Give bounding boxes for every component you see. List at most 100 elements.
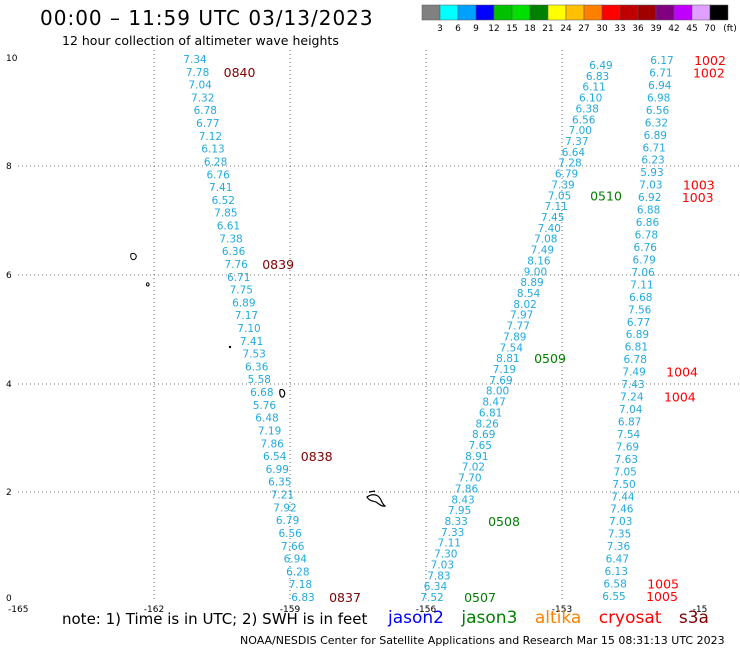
wave-height-value: 6.34 xyxy=(424,581,448,593)
color-scale-label: 24 xyxy=(560,24,572,34)
color-swatch xyxy=(673,4,693,21)
wave-height-value: 7.24 xyxy=(620,392,644,404)
color-swatch xyxy=(583,4,603,21)
color-scale-label: 33 xyxy=(614,24,625,34)
color-scale-label: 39 xyxy=(650,24,662,34)
wave-height-value: 6.64 xyxy=(562,147,586,159)
wave-height-value: 7.38 xyxy=(219,233,242,245)
coastline-islands xyxy=(130,253,387,507)
wave-height-value: 7.53 xyxy=(242,349,265,361)
wave-height-value: 6.79 xyxy=(632,254,655,266)
wave-height-value: 8.00 xyxy=(486,386,509,398)
map-grid xyxy=(18,50,740,600)
wave-height-value: 6.71 xyxy=(649,67,672,79)
wave-height-value: 6.78 xyxy=(624,354,647,366)
wave-height-value: 7.92 xyxy=(273,502,296,514)
wave-height-value: 7.49 xyxy=(531,245,554,257)
wave-height-value: 6.68 xyxy=(250,387,273,399)
wave-height-value: 8.16 xyxy=(527,255,551,267)
wave-height-value: 8.02 xyxy=(513,299,536,311)
wave-height-value: 7.19 xyxy=(493,364,516,376)
wave-height-value: 7.95 xyxy=(448,505,471,517)
pass-time-label: 1003 xyxy=(682,190,714,205)
wave-height-value: 5.76 xyxy=(253,400,277,412)
color-swatch xyxy=(637,4,657,21)
wave-height-value: 7.04 xyxy=(619,404,643,416)
color-scale-label: 36 xyxy=(632,24,644,34)
x-tick-label: -165 xyxy=(8,605,28,615)
wave-height-value: 7.63 xyxy=(615,454,638,466)
island-shape xyxy=(366,490,387,507)
wave-height-value: 8.26 xyxy=(475,418,499,430)
wave-height-value: 7.70 xyxy=(458,473,481,485)
wave-height-value: 6.36 xyxy=(222,246,246,258)
color-swatch xyxy=(439,4,459,21)
wave-height-value: 6.28 xyxy=(204,156,227,168)
wave-height-value: 7.06 xyxy=(631,267,655,279)
wave-height-value: 6.38 xyxy=(576,103,599,115)
y-tick-label: 4 xyxy=(6,380,12,390)
wave-height-value: 7.11 xyxy=(630,279,653,291)
color-swatch xyxy=(547,4,567,21)
pass-time-label: 1002 xyxy=(693,65,725,80)
wave-height-value: 6.47 xyxy=(606,554,629,566)
wave-height-value: 8.91 xyxy=(465,451,488,463)
legend-jason3: jason3 xyxy=(461,608,518,628)
wave-height-value: 8.54 xyxy=(517,288,541,300)
page-title: 00:00 – 11:59 UTC 03/13/2023 xyxy=(40,6,374,30)
wave-height-value: 6.77 xyxy=(196,118,219,130)
wave-height-value: 6.56 xyxy=(646,105,670,117)
wave-height-value: 7.85 xyxy=(214,208,237,220)
wave-height-value: 7.17 xyxy=(235,310,258,322)
wave-height-value: 7.35 xyxy=(608,529,631,541)
wave-height-value: 6.99 xyxy=(266,464,289,476)
pass-time-label: 0508 xyxy=(488,514,520,529)
wave-height-value: 6.10 xyxy=(579,93,602,105)
wave-height-value: 6.89 xyxy=(626,329,649,341)
x-tick-label: -15 xyxy=(693,605,708,615)
wave-height-value: 7.66 xyxy=(281,541,305,553)
y-tick-label: 6 xyxy=(6,271,12,281)
wave-height-value: 8.89 xyxy=(520,277,543,289)
wave-height-value: 7.56 xyxy=(628,304,652,316)
wave-height-value: 6.78 xyxy=(635,230,658,242)
note-text: note: 1) Time is in UTC; 2) SWH is in fe… xyxy=(62,610,368,628)
y-tick-label: 0 xyxy=(6,594,12,604)
wave-height-value: 7.65 xyxy=(469,440,492,452)
wave-height-value: 7.36 xyxy=(607,541,631,553)
wave-height-value: 6.48 xyxy=(255,413,278,425)
wave-height-value: 6.71 xyxy=(642,142,665,154)
wave-height-value: 7.54 xyxy=(500,342,524,354)
wave-height-value: 7.45 xyxy=(541,212,564,224)
wave-height-value: 6.49 xyxy=(589,60,612,72)
wave-height-value: 7.39 xyxy=(551,179,574,191)
color-swatch xyxy=(421,4,441,21)
wave-height-value: 6.79 xyxy=(555,169,578,181)
wave-height-value: 7.33 xyxy=(441,527,464,539)
wave-height-value: 6.58 xyxy=(603,579,626,591)
color-scale-label: 12 xyxy=(488,24,499,34)
wave-height-value: 7.44 xyxy=(611,491,635,503)
color-scale-label: 42 xyxy=(668,24,679,34)
wave-height-value: 8.47 xyxy=(482,397,505,409)
wave-height-value: 8.43 xyxy=(451,494,474,506)
wave-height-value: 7.05 xyxy=(548,190,571,202)
wave-height-value: 6.56 xyxy=(278,528,302,540)
color-swatch xyxy=(601,4,621,21)
wave-height-value: 6.56 xyxy=(572,114,596,126)
wave-height-value: 6.86 xyxy=(636,217,660,229)
wave-height-value: 7.37 xyxy=(565,136,588,148)
wave-height-value: 6.11 xyxy=(582,82,605,94)
color-swatch xyxy=(529,4,549,21)
color-scale-bar: 3 6 9 12 15 18 21 24 27 30 33 36 39 42 45 70 (ft) xyxy=(421,4,737,34)
wave-height-value: 6.54 xyxy=(263,451,287,463)
wave-height-value: 6.94 xyxy=(284,554,308,566)
wave-height-value: 7.46 xyxy=(610,504,634,516)
legend-s3a: s3a xyxy=(678,608,709,628)
legend-jason2: jason2 xyxy=(388,608,444,628)
wave-height-value: 7.41 xyxy=(240,336,263,348)
wave-height-value: 6.61 xyxy=(217,221,240,233)
wave-height-value: 7.43 xyxy=(621,379,644,391)
wave-height-value: 7.10 xyxy=(237,323,260,335)
wave-height-value: 5.58 xyxy=(248,374,271,386)
